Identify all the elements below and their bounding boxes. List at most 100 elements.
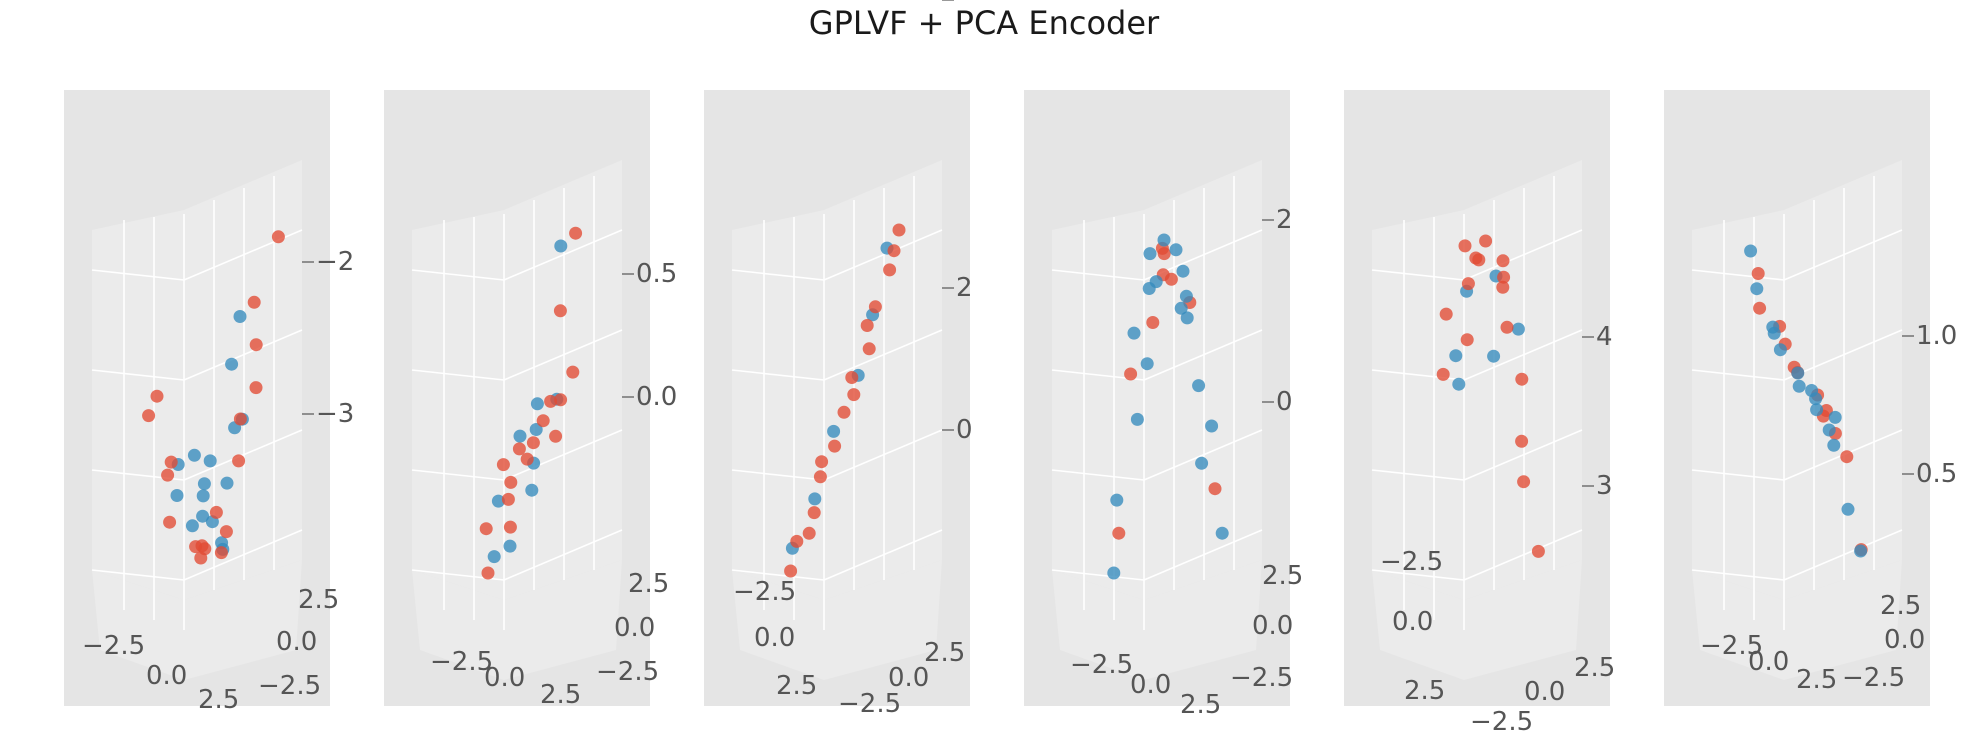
point-blue (529, 423, 543, 436)
point-red (1496, 280, 1510, 294)
z-tick-label: 3 (1596, 471, 1613, 501)
point-red (1497, 270, 1511, 284)
point-blue (1140, 357, 1154, 371)
point-red (1496, 254, 1510, 268)
point-red (807, 506, 821, 520)
figure-title: GPLVF + PCA Encoder (808, 4, 1160, 42)
y-tick-label: 0.0 (276, 627, 317, 657)
gridline (183, 429, 303, 481)
z-tick-label: −2 (956, 0, 994, 7)
point-blue (185, 519, 199, 533)
point-red (868, 300, 882, 314)
point-blue (1773, 343, 1787, 357)
y-tick-label: 0.0 (1884, 625, 1925, 655)
point-red (214, 546, 228, 560)
pane-left (1372, 210, 1464, 600)
y-tick-label: 2.5 (628, 569, 669, 599)
z-tick-label: 1.0 (1916, 321, 1957, 351)
point-red (1461, 277, 1475, 291)
x-tick-label: 2.5 (1796, 665, 1837, 695)
pane-right (824, 160, 942, 600)
point-blue (197, 477, 211, 491)
point-red (887, 244, 901, 258)
point-red (845, 371, 859, 384)
point-blue (503, 539, 517, 553)
gridline (503, 229, 623, 281)
gridline (411, 369, 505, 381)
x-tick-label: −2.5 (1380, 547, 1443, 577)
point-blue (1841, 502, 1855, 516)
point-red (1819, 404, 1833, 417)
y-tick-label: 2.5 (924, 638, 965, 668)
x-tick-label: 0.0 (1392, 607, 1433, 637)
point-red (479, 522, 493, 536)
point-red (892, 223, 906, 237)
y-tick-label: −2.5 (1470, 707, 1533, 737)
point-red (860, 319, 874, 332)
point-red (501, 492, 515, 506)
z-tick-label: 2 (1276, 205, 1293, 235)
point-blue (1791, 366, 1805, 380)
point-blue (1174, 301, 1188, 315)
point-red (802, 526, 816, 540)
point-red (526, 436, 540, 450)
point-red (1531, 544, 1545, 558)
point-blue (1176, 264, 1190, 278)
point-red (553, 304, 567, 318)
x-tick-label: −2.5 (82, 631, 145, 661)
gridline (503, 529, 623, 581)
point-blue (1487, 349, 1501, 363)
gridline (1691, 569, 1785, 581)
gridline (823, 229, 943, 281)
point-red (1479, 234, 1493, 248)
point-red (1515, 434, 1529, 448)
point-red (569, 226, 583, 240)
point-blue (1192, 379, 1206, 393)
gridline (1371, 369, 1465, 381)
point-red (1146, 316, 1160, 329)
point-red (1439, 307, 1453, 321)
point-red (520, 452, 534, 466)
point-blue (1822, 423, 1836, 437)
point-blue (203, 454, 217, 468)
point-blue (1854, 544, 1868, 558)
point-blue (233, 310, 247, 323)
point-blue (1750, 282, 1764, 296)
point-red (481, 566, 495, 580)
point-blue (827, 424, 841, 438)
point-blue (1205, 419, 1219, 433)
x-tick-label: 0.0 (1748, 647, 1789, 677)
y-tick-label: 0.0 (1524, 677, 1565, 707)
x-tick-label: 2.5 (198, 685, 239, 715)
pane-right (504, 160, 622, 600)
gridline (183, 329, 303, 381)
point-blue (1110, 493, 1124, 507)
gridline (1371, 269, 1465, 281)
point-red (837, 405, 851, 419)
point-red (1460, 333, 1474, 347)
gridline (503, 429, 623, 481)
z-tick-label: 0.5 (1916, 459, 1957, 489)
z-tick-label: 4 (1596, 322, 1613, 352)
pane-left (1692, 210, 1784, 600)
point-red (784, 564, 798, 578)
y-tick-label: −2.5 (258, 671, 321, 701)
point-blue (196, 509, 210, 523)
point-red (232, 454, 246, 468)
point-blue (196, 489, 210, 503)
point-red (883, 263, 897, 277)
point-blue (808, 492, 822, 506)
point-red (249, 381, 263, 395)
point-red (536, 414, 550, 428)
z-tick-label: −3 (316, 399, 354, 429)
y-tick-label: −2.5 (1842, 663, 1905, 693)
gridline (183, 529, 303, 581)
point-blue (1169, 243, 1183, 257)
point-blue (1511, 322, 1525, 336)
point-blue (225, 357, 239, 371)
point-blue (1452, 377, 1466, 391)
pane-left (92, 210, 184, 600)
point-blue (1792, 379, 1806, 393)
point-red (142, 409, 156, 423)
